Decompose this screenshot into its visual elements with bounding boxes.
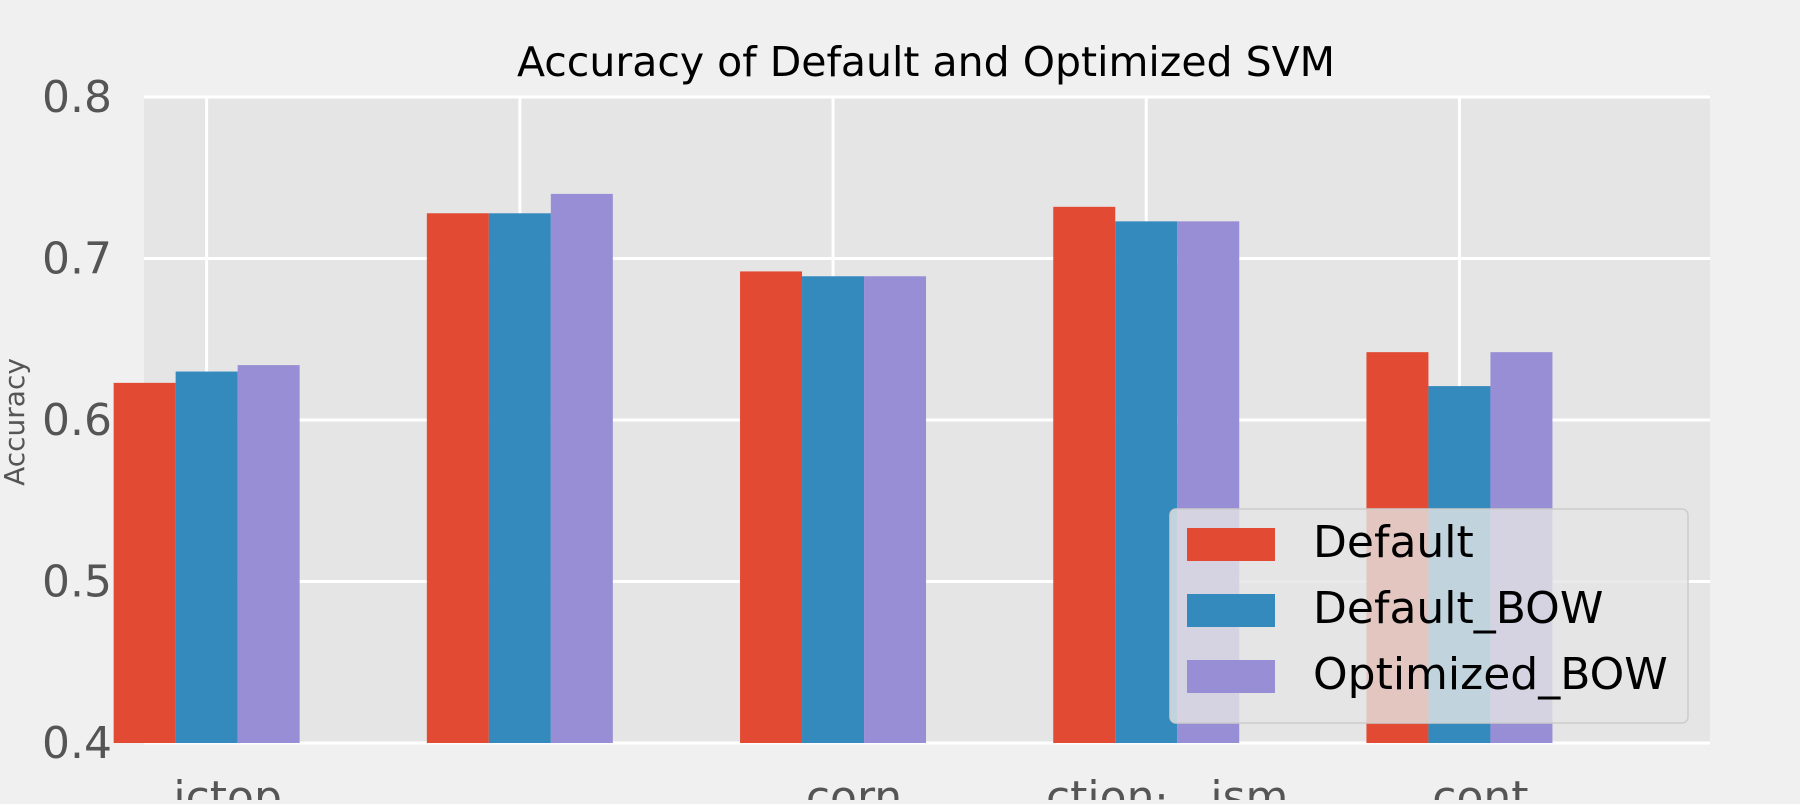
bar — [740, 271, 803, 743]
legend-box — [1169, 508, 1689, 724]
bar — [175, 371, 238, 743]
x-tick-label: ...ction·...ism — [1004, 772, 1288, 800]
bar — [426, 213, 489, 743]
y-tick-label: 0.5 — [42, 557, 112, 608]
legend-swatch — [1187, 594, 1275, 627]
bar — [802, 276, 865, 743]
bar — [1053, 206, 1116, 743]
y-tick-label: 0.4 — [42, 718, 112, 769]
legend-swatch — [1187, 660, 1275, 693]
legend: Default Default_BOW Optimized_BOW — [1169, 508, 1689, 724]
legend-label: Default_BOW — [1313, 583, 1603, 634]
x-tick-label: ...cont — [1390, 772, 1528, 800]
chart-title: Accuracy of Default and Optimized SVM — [517, 38, 1335, 86]
x-tick-label: ...ictop — [131, 772, 281, 800]
bar — [550, 193, 613, 743]
y-tick-label: 0.7 — [42, 234, 112, 285]
legend-label: Optimized_BOW — [1313, 649, 1668, 700]
bar — [1115, 221, 1178, 744]
bar — [237, 365, 300, 743]
y-axis-label: Accuracy — [0, 358, 31, 486]
y-tick-label: 0.8 — [42, 72, 112, 123]
legend-swatch — [1187, 528, 1275, 561]
legend-label: Default — [1313, 517, 1474, 568]
y-tick-label: 0.6 — [42, 395, 112, 446]
x-tick-label: ...corn — [764, 772, 902, 800]
bar — [864, 276, 927, 743]
bar — [488, 213, 551, 743]
bar — [113, 382, 176, 743]
